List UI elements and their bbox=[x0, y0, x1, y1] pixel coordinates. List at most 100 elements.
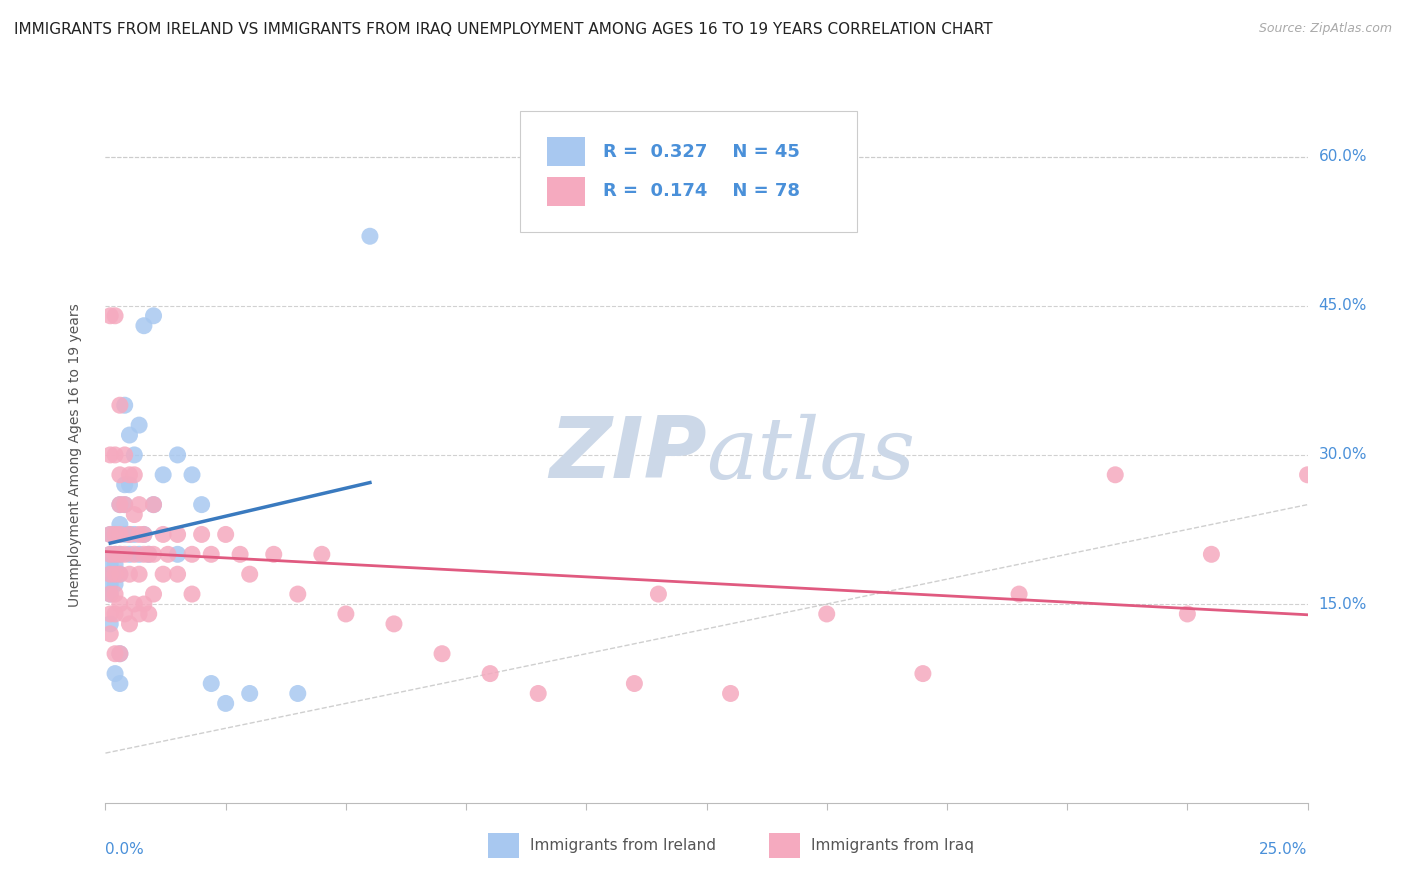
Point bbox=[98, 527, 121, 541]
Point bbox=[104, 558, 127, 572]
Point bbox=[623, 676, 645, 690]
Point bbox=[114, 398, 136, 412]
Point bbox=[142, 309, 165, 323]
Point bbox=[239, 567, 262, 582]
Point bbox=[108, 498, 131, 512]
Point bbox=[1104, 467, 1126, 482]
Point bbox=[108, 547, 131, 561]
Text: 45.0%: 45.0% bbox=[1319, 298, 1367, 313]
Point bbox=[108, 676, 131, 690]
Point bbox=[114, 607, 136, 621]
Text: IMMIGRANTS FROM IRELAND VS IMMIGRANTS FROM IRAQ UNEMPLOYMENT AMONG AGES 16 TO 19: IMMIGRANTS FROM IRELAND VS IMMIGRANTS FR… bbox=[14, 22, 993, 37]
Point bbox=[132, 597, 155, 611]
Point bbox=[152, 467, 174, 482]
Point bbox=[98, 616, 121, 631]
Point bbox=[118, 616, 141, 631]
Point bbox=[124, 467, 146, 482]
Point bbox=[430, 647, 453, 661]
Point bbox=[108, 567, 131, 582]
Point bbox=[128, 547, 150, 561]
Point bbox=[104, 587, 127, 601]
Point bbox=[124, 448, 146, 462]
Point bbox=[108, 567, 131, 582]
Point bbox=[132, 527, 155, 541]
Point bbox=[1296, 467, 1319, 482]
Text: R =  0.327    N = 45: R = 0.327 N = 45 bbox=[603, 143, 800, 161]
Point bbox=[118, 428, 141, 442]
Point bbox=[479, 666, 502, 681]
Point bbox=[118, 527, 141, 541]
Point bbox=[104, 567, 127, 582]
Point bbox=[104, 527, 127, 541]
Point bbox=[142, 547, 165, 561]
Point bbox=[138, 607, 160, 621]
Point bbox=[229, 547, 252, 561]
Point bbox=[104, 666, 127, 681]
Point bbox=[98, 309, 121, 323]
Point bbox=[128, 527, 150, 541]
Point bbox=[142, 498, 165, 512]
Text: Immigrants from Iraq: Immigrants from Iraq bbox=[811, 838, 974, 853]
Point bbox=[152, 527, 174, 541]
Text: atlas: atlas bbox=[707, 414, 915, 496]
Point bbox=[114, 527, 136, 541]
Point bbox=[98, 607, 121, 621]
Point bbox=[104, 309, 127, 323]
Point bbox=[104, 647, 127, 661]
Point bbox=[132, 318, 155, 333]
FancyBboxPatch shape bbox=[547, 177, 585, 206]
Point bbox=[142, 498, 165, 512]
Y-axis label: Unemployment Among Ages 16 to 19 years: Unemployment Among Ages 16 to 19 years bbox=[67, 303, 82, 607]
Point bbox=[911, 666, 934, 681]
Point bbox=[98, 567, 121, 582]
Point bbox=[118, 477, 141, 491]
Point bbox=[114, 498, 136, 512]
Point bbox=[720, 686, 742, 700]
Point bbox=[114, 448, 136, 462]
Point bbox=[118, 547, 141, 561]
Point bbox=[200, 676, 222, 690]
Point bbox=[108, 498, 131, 512]
Point bbox=[132, 547, 155, 561]
Text: 25.0%: 25.0% bbox=[1260, 842, 1308, 856]
Text: Source: ZipAtlas.com: Source: ZipAtlas.com bbox=[1258, 22, 1392, 36]
Point bbox=[132, 527, 155, 541]
Text: R =  0.174    N = 78: R = 0.174 N = 78 bbox=[603, 182, 800, 200]
Point bbox=[200, 547, 222, 561]
Text: 30.0%: 30.0% bbox=[1319, 448, 1367, 462]
Text: ZIP: ZIP bbox=[548, 413, 707, 497]
Point bbox=[181, 547, 204, 561]
Point bbox=[359, 229, 381, 244]
Point bbox=[138, 547, 160, 561]
Point bbox=[181, 587, 204, 601]
Point bbox=[118, 567, 141, 582]
Text: 0.0%: 0.0% bbox=[105, 842, 145, 856]
Point bbox=[527, 686, 550, 700]
Point bbox=[108, 597, 131, 611]
Point bbox=[98, 558, 121, 572]
Point bbox=[108, 527, 131, 541]
Point bbox=[335, 607, 357, 621]
Point bbox=[166, 547, 188, 561]
Point bbox=[104, 527, 127, 541]
Point bbox=[166, 567, 188, 582]
Point bbox=[128, 418, 150, 433]
Point bbox=[108, 547, 131, 561]
Point bbox=[104, 607, 127, 621]
Point bbox=[166, 527, 188, 541]
Point bbox=[124, 547, 146, 561]
Point bbox=[128, 498, 150, 512]
Point bbox=[114, 477, 136, 491]
Point bbox=[104, 448, 127, 462]
Point bbox=[108, 398, 131, 412]
Point bbox=[124, 597, 146, 611]
Point bbox=[98, 577, 121, 591]
Point bbox=[104, 577, 127, 591]
Point bbox=[156, 547, 179, 561]
Point bbox=[311, 547, 333, 561]
Point bbox=[98, 448, 121, 462]
Point bbox=[108, 647, 131, 661]
Text: Immigrants from Ireland: Immigrants from Ireland bbox=[530, 838, 716, 853]
Point bbox=[815, 607, 838, 621]
Point bbox=[1008, 587, 1031, 601]
